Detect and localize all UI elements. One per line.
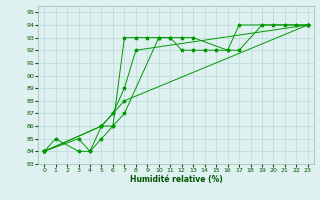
X-axis label: Humidité relative (%): Humidité relative (%) bbox=[130, 175, 222, 184]
